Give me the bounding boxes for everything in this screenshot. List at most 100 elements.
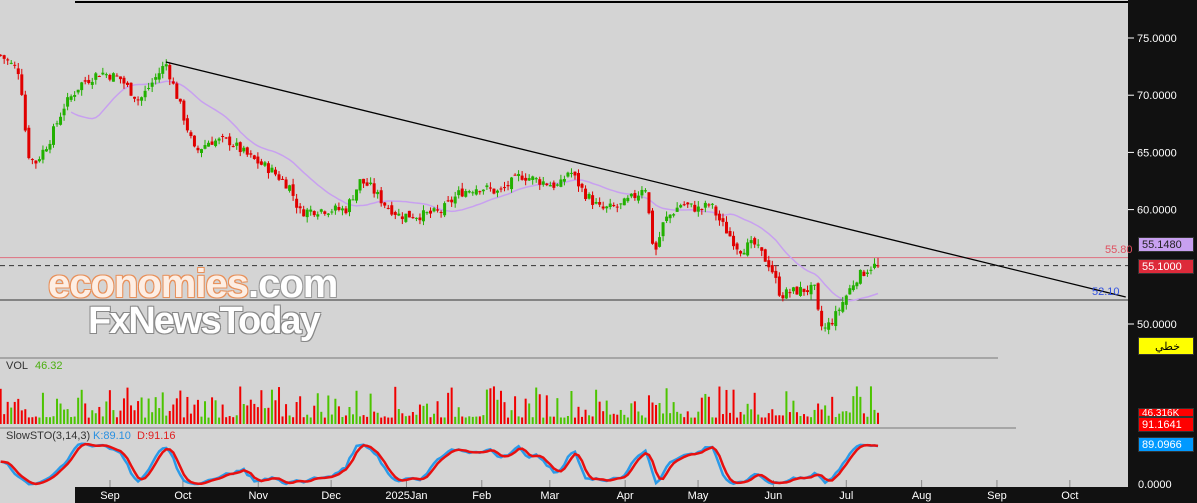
candle-body [573, 171, 577, 176]
candle-body [816, 283, 820, 310]
candle-body [693, 204, 697, 212]
candle-body [347, 199, 351, 213]
candle-body [337, 206, 341, 210]
candle-body [351, 199, 355, 201]
volume-bar [785, 391, 788, 424]
candle-body [326, 213, 330, 215]
candle-body [767, 260, 771, 268]
volume-bar [633, 401, 636, 424]
candle-body [316, 214, 320, 217]
volume-bar [225, 417, 228, 424]
volume-bar [454, 416, 457, 424]
candle-body [323, 211, 327, 214]
candle-body [175, 83, 179, 99]
time-tick-label: Dec [321, 490, 341, 502]
candle-body [302, 209, 306, 217]
volume-bar [619, 409, 622, 424]
candle-body [566, 172, 570, 177]
candle-body [13, 64, 17, 66]
candle-body [73, 95, 77, 97]
candle-body [379, 190, 383, 204]
candle-body [224, 137, 228, 139]
candle-body [848, 288, 852, 295]
candle-body [256, 156, 260, 164]
candle-body [414, 217, 418, 219]
candle-body [869, 269, 873, 271]
stoch-k-tag: 89.0966 [1138, 437, 1194, 452]
candle-body [820, 310, 824, 327]
volume-bar [369, 393, 372, 424]
candle-body [545, 183, 549, 186]
volume-bar [676, 411, 679, 424]
candle-body [633, 193, 637, 199]
candle-body [541, 181, 545, 185]
time-tick-label: May [688, 490, 709, 502]
volume-bar [602, 411, 605, 424]
candle-body [355, 189, 359, 201]
candle-body [178, 98, 182, 102]
volume-bar [415, 414, 418, 424]
candle-body [439, 212, 443, 214]
stoch-d-tag: 91.1641 [1138, 417, 1194, 432]
volume-bar [577, 406, 580, 424]
chart-type-button[interactable]: خطي [1138, 337, 1194, 355]
volume-bar [803, 414, 806, 424]
candle-body [207, 142, 211, 147]
volume-bar [859, 396, 862, 424]
candle-body [471, 192, 475, 194]
candle-body [668, 214, 672, 219]
candle-body [125, 82, 129, 85]
volume-bar [820, 409, 823, 424]
volume-bar [193, 404, 196, 424]
volume-bar [38, 417, 41, 424]
candle-body [478, 191, 482, 193]
volume-bar [492, 386, 495, 424]
time-tick-label: Sep [100, 490, 120, 502]
candle-body [418, 217, 422, 221]
candle-body [189, 132, 193, 137]
volume-bar [570, 391, 573, 424]
candle-body [876, 265, 880, 267]
volume-bar [683, 417, 686, 424]
volume-bar [563, 417, 566, 424]
volume-bar [80, 389, 83, 424]
volume-bar [750, 409, 753, 424]
volume-bar [313, 405, 316, 424]
volume-bar [729, 412, 732, 424]
price-tick-label: 65.0000 [1137, 147, 1177, 159]
candle-body [252, 155, 256, 159]
candle-body [555, 184, 559, 186]
volume-bar [165, 415, 168, 424]
candle-body [281, 178, 285, 180]
volume-bar [144, 417, 147, 424]
volume-bar [242, 404, 245, 424]
candle-body [806, 290, 810, 293]
volume-bar [478, 416, 481, 424]
volume-bar [581, 416, 584, 424]
volume-bar [662, 413, 665, 424]
candle-body [534, 178, 538, 180]
candle-body [647, 192, 651, 214]
candle-body [608, 203, 612, 208]
candle-body [404, 213, 408, 222]
candle-body [746, 242, 750, 256]
volume-bar [552, 416, 555, 424]
time-tick-label: Apr [617, 490, 634, 502]
volume-bar [59, 403, 62, 424]
volume-bar [450, 387, 453, 424]
candle-body [689, 203, 693, 205]
candle-body [517, 173, 521, 177]
volume-bar [623, 414, 626, 424]
volume-bar [94, 413, 97, 424]
candle-body [527, 178, 531, 181]
volume-bar [270, 389, 273, 424]
candle-body [133, 96, 137, 99]
candle-body [742, 252, 746, 255]
volume-bar [531, 417, 534, 424]
candle-body [330, 211, 334, 213]
candle-body [199, 149, 203, 153]
volume-last-tag: 46.316K [1138, 408, 1194, 417]
volume-bar [496, 399, 499, 424]
